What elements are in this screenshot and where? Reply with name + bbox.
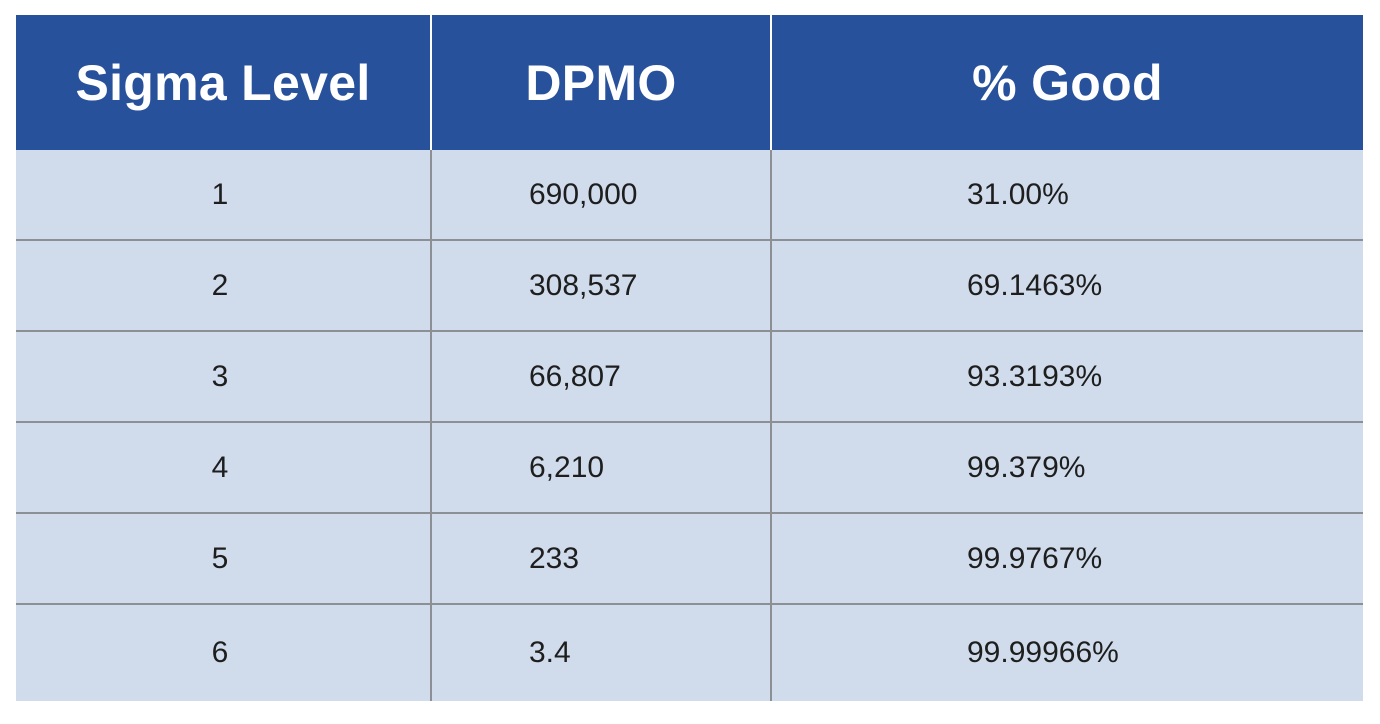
cell-dpmo: 3.4 [430,603,771,701]
table-row: 1 690,000 31.00% [16,150,1363,240]
cell-dpmo: 66,807 [430,330,771,422]
table-row: 2 308,537 69.1463% [16,239,1363,331]
cell-percent-good: 93.3193% [770,330,1363,422]
table-header-row: Sigma Level DPMO % Good [16,15,1363,150]
cell-sigma-level: 1 [16,150,431,240]
sigma-table-container: Sigma Level DPMO % Good 1 690,000 31.00%… [16,15,1363,701]
header-percent-good: % Good [770,15,1363,150]
table-row: 5 233 99.9767% [16,512,1363,604]
cell-dpmo: 233 [430,512,771,604]
cell-dpmo: 308,537 [430,239,771,331]
cell-percent-good: 69.1463% [770,239,1363,331]
table-row: 6 3.4 99.99966% [16,603,1363,701]
header-sigma-level: Sigma Level [16,15,431,150]
cell-percent-good: 99.379% [770,421,1363,513]
table-row: 3 66,807 93.3193% [16,330,1363,422]
cell-sigma-level: 2 [16,239,431,331]
cell-percent-good: 31.00% [770,150,1363,240]
cell-sigma-level: 3 [16,330,431,422]
cell-dpmo: 690,000 [430,150,771,240]
cell-sigma-level: 6 [16,603,431,701]
cell-percent-good: 99.9767% [770,512,1363,604]
cell-sigma-level: 4 [16,421,431,513]
sigma-table: Sigma Level DPMO % Good 1 690,000 31.00%… [16,15,1363,701]
cell-dpmo: 6,210 [430,421,771,513]
header-dpmo: DPMO [430,15,771,150]
cell-sigma-level: 5 [16,512,431,604]
table-row: 4 6,210 99.379% [16,421,1363,513]
cell-percent-good: 99.99966% [770,603,1363,701]
